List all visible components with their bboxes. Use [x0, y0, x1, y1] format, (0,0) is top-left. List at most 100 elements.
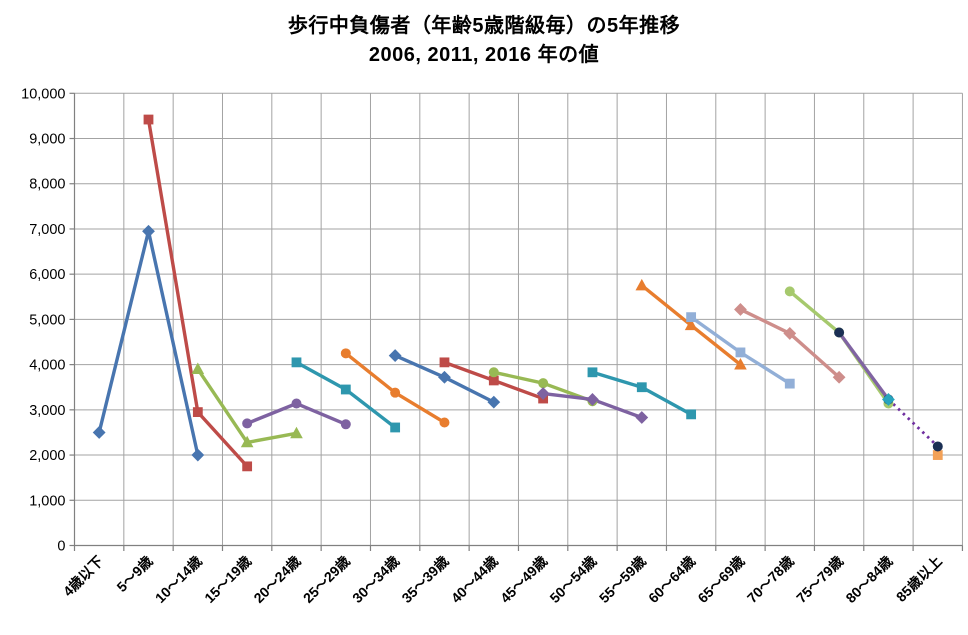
series-line-cohort-09 — [493, 370, 544, 385]
x-tick-label: 4歳以下 — [60, 553, 107, 600]
marker-cohort-12 — [684, 318, 698, 331]
marker-cohort-03 — [240, 435, 254, 448]
x-tick-label: 15～19歳 — [201, 553, 254, 606]
series-line-cohort-02 — [146, 119, 200, 413]
x-tick-label: 40～44歳 — [448, 553, 501, 606]
x-tick-label: 70～78歳 — [744, 553, 797, 606]
y-tick-label: 0 — [57, 539, 65, 555]
marker-cohort-03 — [191, 362, 205, 375]
y-tick-label: 1,000 — [29, 493, 65, 509]
series-line-cohort-11 — [591, 370, 643, 389]
marker-cohort-10 — [635, 411, 649, 424]
series-line-cohort-07 — [394, 354, 446, 379]
marker-cohort-13 — [735, 347, 746, 358]
x-tick-label: 65～69歳 — [694, 553, 747, 606]
x-tick-label: 10～14歳 — [152, 553, 205, 606]
series-line-cohort-14 — [739, 307, 791, 335]
y-tick-label: 9,000 — [29, 132, 65, 148]
x-tick-label: 60～64歳 — [645, 553, 698, 606]
marker-cohort-14 — [832, 370, 846, 384]
series-line-cohort-12 — [640, 284, 693, 327]
series-line-cohort-08 — [443, 360, 495, 383]
series-line-cohort-17 — [887, 398, 939, 448]
marker-cohort-12 — [635, 278, 649, 291]
marker-cohort-04 — [340, 419, 351, 430]
marker-cohort-10 — [536, 387, 550, 400]
marker-cohort-15 — [784, 286, 795, 297]
y-tick-label: 7,000 — [29, 222, 65, 238]
series-line-cohort-10 — [591, 397, 643, 420]
marker-cohort-02 — [242, 461, 253, 472]
marker-cohort-13 — [784, 378, 795, 389]
marker-cohort-14 — [734, 303, 747, 316]
marker-cohort-07 — [438, 370, 451, 384]
marker-cohort-05 — [291, 357, 302, 368]
series-line-cohort-05 — [295, 360, 347, 391]
series-line-cohort-07 — [443, 375, 495, 404]
marker-cohort-11 — [686, 409, 697, 420]
series-line-cohort-13 — [739, 350, 791, 386]
marker-cohort-12 — [734, 358, 747, 370]
marker-cohort-04 — [242, 418, 253, 429]
y-tick-label: 3,000 — [29, 403, 65, 419]
x-tick-label: 5～9歳 — [113, 553, 155, 595]
series-line-cohort-16 — [837, 331, 890, 401]
series-line-cohort-02 — [196, 410, 249, 468]
marker-cohort-11 — [587, 367, 598, 378]
series-line-cohort-05 — [344, 388, 397, 429]
series-line-cohort-04 — [246, 401, 298, 425]
x-tick-label: 35～39歳 — [398, 553, 451, 606]
series-line-cohort-03 — [196, 368, 249, 444]
series-line-cohort-11 — [640, 385, 692, 416]
x-tick-label: 25～29歳 — [300, 553, 353, 606]
marker-cohort-07 — [388, 349, 402, 362]
series-line-cohort-03 — [246, 431, 297, 445]
x-tick-label: 85歳以上 — [893, 553, 945, 605]
series-line-cohort-04 — [295, 401, 347, 426]
x-tick-label: 55～59歳 — [596, 553, 649, 606]
marker-cohort-09 — [488, 367, 499, 378]
series-line-cohort-15 — [788, 290, 841, 334]
x-tick-label: 20～24歳 — [250, 553, 303, 606]
marker-cohort-06 — [340, 348, 351, 359]
marker-cohort-02 — [192, 407, 203, 418]
marker-cohort-08 — [488, 375, 499, 386]
marker-cohort-01 — [92, 426, 106, 439]
marker-cohort-13 — [686, 312, 697, 323]
marker-cohort-01 — [191, 448, 205, 462]
marker-cohort-04 — [291, 398, 302, 409]
extra-marker — [932, 441, 943, 452]
marker-cohort-06 — [439, 417, 450, 428]
y-tick-label: 8,000 — [29, 177, 65, 193]
series-line-cohort-10 — [542, 391, 593, 402]
series-line-cohort-06 — [394, 391, 446, 424]
marker-cohort-07 — [487, 395, 501, 409]
series-line-cohort-13 — [690, 315, 742, 354]
series-line-cohort-01 — [146, 230, 200, 456]
x-tick-label: 45～49歳 — [497, 553, 550, 606]
chart-title-line2: 2006, 2011, 2016 年の値 — [368, 44, 600, 66]
chart-title-line1: 歩行中負傷者（年齢5歳階級毎）の5年推移 — [287, 15, 681, 37]
marker-cohort-01 — [142, 224, 155, 238]
extra-marker — [932, 450, 943, 460]
y-tick-label: 10,000 — [21, 86, 65, 102]
y-tick-label: 5,000 — [29, 312, 65, 328]
marker-cohort-16 — [834, 327, 845, 338]
x-tick-label: 75～79歳 — [793, 553, 846, 606]
marker-cohort-11 — [636, 382, 647, 393]
series-line-cohort-12 — [690, 323, 742, 366]
series-line-cohort-08 — [493, 378, 544, 401]
marker-cohort-02 — [143, 114, 154, 125]
marker-cohort-05 — [390, 422, 401, 433]
marker-cohort-05 — [340, 384, 351, 395]
x-tick-label: 80～84歳 — [842, 553, 895, 606]
marker-cohort-10 — [586, 393, 599, 406]
series-line-cohort-06 — [344, 351, 397, 394]
extra-marker — [882, 393, 895, 406]
x-tick-label: 30～34歳 — [349, 553, 402, 606]
marker-cohort-03 — [290, 426, 303, 439]
x-tick-label: 50～54歳 — [546, 553, 599, 606]
chart-title: 歩行中負傷者（年齢5歳階級毎）の5年推移 2006, 2011, 2016 年の… — [0, 12, 968, 70]
series-line-cohort-01 — [97, 230, 151, 433]
